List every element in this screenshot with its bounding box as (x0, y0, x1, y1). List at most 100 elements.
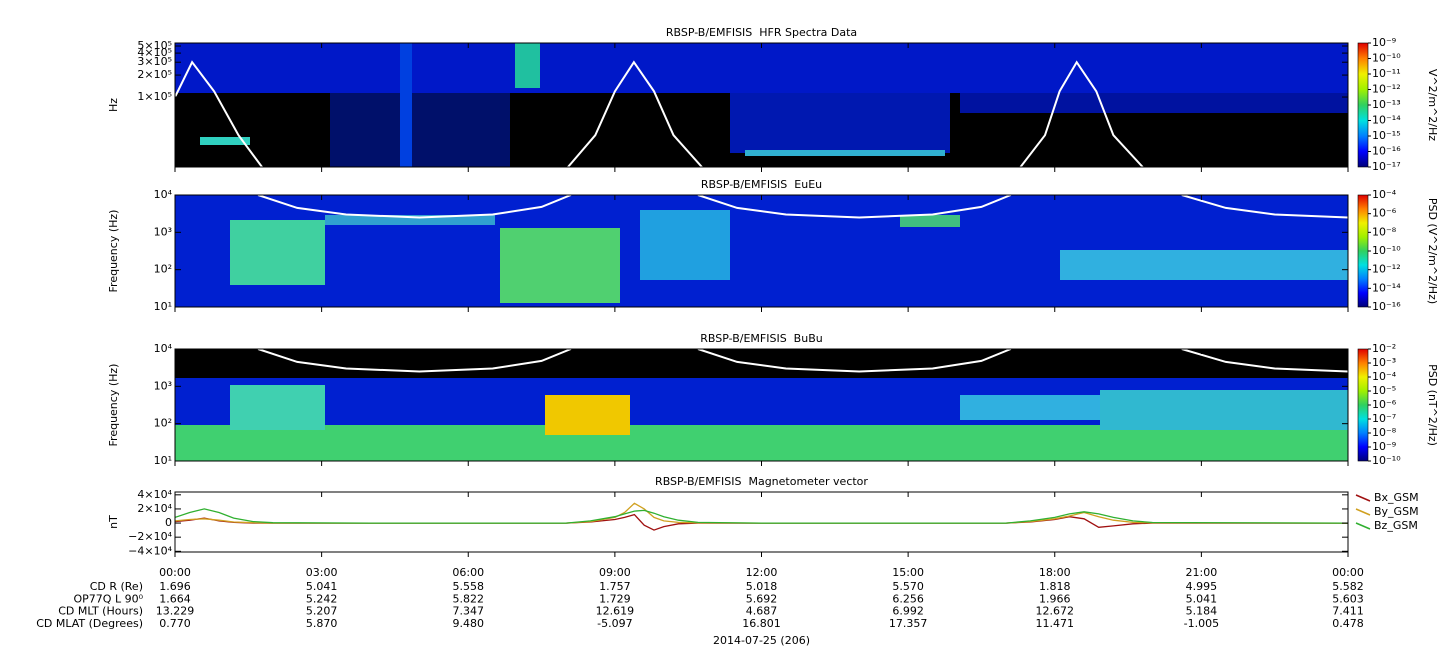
colorbar-tick-label: 10⁻¹² (1372, 83, 1401, 96)
y-tick-label: −4×10⁴ (128, 544, 172, 557)
x-tick-label: 12:00 (746, 566, 778, 579)
ephemeris-value: 1.966 (1039, 592, 1071, 605)
colorbar-tick-label: 10⁻¹⁰ (1372, 454, 1401, 467)
y-axis-label: nT (107, 515, 120, 529)
ephemeris-value: 9.480 (453, 617, 485, 630)
colorbar-tick-label: 10⁻¹⁶ (1372, 145, 1401, 158)
y-tick-label: −2×10⁴ (128, 530, 172, 543)
legend-label: Bz_GSM (1374, 519, 1418, 532)
ephemeris-value: 0.770 (159, 617, 191, 630)
colorbar-tick-label: 10⁻² (1372, 342, 1396, 355)
y-tick-label: 10² (154, 263, 172, 276)
ephemeris-value: 5.582 (1332, 580, 1364, 593)
y-tick-label: 2×10⁵ (137, 68, 172, 81)
y-tick-label: 10¹ (154, 300, 172, 313)
x-tick-label: 21:00 (1186, 566, 1218, 579)
y-axis-label: Frequency (Hz) (107, 364, 120, 447)
colorbar-title: PSD (V^2/m^2/Hz) (1426, 198, 1439, 304)
colorbar (1357, 348, 1369, 462)
colorbar-tick-label: 10⁻¹⁰ (1372, 52, 1401, 65)
legend-label: Bx_GSM (1374, 491, 1419, 504)
ephemeris-value: 1.729 (599, 592, 631, 605)
ephemeris-value: 12.619 (596, 605, 635, 618)
chart-title: RBSP-B/EMFISIS Magnetometer vector (655, 475, 868, 488)
ephemeris-value: 1.757 (599, 580, 631, 593)
ephemeris-value: 4.687 (746, 605, 778, 618)
ephemeris-value: 16.801 (742, 617, 781, 630)
ephemeris-value: 5.570 (892, 580, 924, 593)
ephemeris-value: 5.603 (1332, 592, 1364, 605)
colorbar-tick-label: 10⁻⁵ (1372, 384, 1396, 397)
y-axis-label: Frequency (Hz) (107, 210, 120, 293)
ephemeris-value: 5.041 (306, 580, 338, 593)
colorbar-tick-label: 10⁻¹⁴ (1372, 114, 1401, 127)
colorbar-tick-label: 10⁻¹¹ (1372, 67, 1401, 80)
ephemeris-value: 5.822 (453, 592, 485, 605)
spectrogram-image (175, 195, 1348, 307)
colorbar-tick-label: 10⁻¹⁷ (1372, 160, 1401, 173)
ephemeris-value: 5.870 (306, 617, 338, 630)
colorbar-tick-label: 10⁻¹⁶ (1372, 300, 1401, 313)
colorbar-tick-label: 10⁻⁸ (1372, 426, 1397, 439)
legend-label: By_GSM (1374, 505, 1419, 518)
ephemeris-value: 5.242 (306, 592, 338, 605)
colorbar-tick-label: 10⁻¹⁰ (1372, 244, 1401, 257)
y-tick-label: 10¹ (154, 454, 172, 467)
colorbar-title: PSD (nT^2/Hz) (1426, 364, 1439, 446)
ephemeris-value: -5.097 (597, 617, 632, 630)
ephemeris-value: 17.357 (889, 617, 928, 630)
ephemeris-label: CD R (Re) (90, 580, 143, 593)
colorbar-tick-label: 10⁻¹⁴ (1372, 281, 1401, 294)
spectrogram-image (175, 43, 1348, 167)
x-tick-label: 06:00 (452, 566, 484, 579)
series-line (175, 508, 1348, 524)
x-tick-label: 03:00 (306, 566, 338, 579)
y-tick-label: 4×10⁴ (137, 488, 172, 501)
y-tick-label: 10⁴ (154, 188, 173, 201)
series-line (175, 60, 1144, 167)
ephemeris-value: 11.471 (1036, 617, 1075, 630)
x-tick-label: 00:00 (1332, 566, 1364, 579)
legend-swatch (1355, 508, 1371, 516)
x-tick-label: 09:00 (599, 566, 631, 579)
y-tick-label: 4×10⁵ (137, 46, 172, 59)
ephemeris-value: 0.478 (1332, 617, 1364, 630)
colorbar-title: V^2/m^2/Hz (1426, 69, 1439, 141)
y-axis-label: Hz (107, 98, 120, 112)
y-tick-label: 2×10⁴ (137, 502, 172, 515)
series-line (257, 349, 1348, 373)
ephemeris-value: 4.995 (1186, 580, 1218, 593)
ephemeris-label: OP77Q L 90⁰ (74, 592, 144, 605)
chart-title: RBSP-B/EMFISIS HFR Spectra Data (666, 26, 857, 39)
date-label: 2014-07-25 (206) (713, 634, 810, 647)
y-tick-label: 10³ (154, 225, 172, 238)
y-tick-label: 0 (165, 516, 172, 529)
colorbar-tick-label: 10⁻¹⁵ (1372, 129, 1401, 142)
ephemeris-value: 5.018 (746, 580, 778, 593)
x-tick-label: 00:00 (159, 566, 191, 579)
colorbar (1357, 42, 1369, 168)
ephemeris-value: 5.207 (306, 605, 338, 618)
colorbar-tick-label: 10⁻⁷ (1372, 412, 1396, 425)
y-tick-label: 10² (154, 417, 172, 430)
x-tick-label: 15:00 (892, 566, 924, 579)
colorbar-tick-label: 10⁻⁸ (1372, 225, 1397, 238)
y-tick-label: 1×10⁵ (137, 90, 172, 103)
ephemeris-value: 5.041 (1186, 592, 1218, 605)
ephemeris-label: CD MLAT (Degrees) (36, 617, 143, 630)
ephemeris-value: 1.818 (1039, 580, 1071, 593)
legend-swatch (1355, 494, 1371, 502)
y-tick-label: 5×10⁵ (137, 39, 172, 52)
colorbar-tick-label: 10⁻⁴ (1372, 370, 1397, 383)
ephemeris-value: 1.696 (159, 580, 191, 593)
ephemeris-value: 12.672 (1036, 605, 1075, 618)
ephemeris-value: 5.184 (1186, 605, 1218, 618)
ephemeris-value: -1.005 (1184, 617, 1219, 630)
colorbar-tick-label: 10⁻⁶ (1372, 398, 1397, 411)
colorbar-tick-label: 10⁻¹³ (1372, 98, 1401, 111)
ephemeris-value: 6.992 (892, 605, 924, 618)
ephemeris-value: 1.664 (159, 592, 191, 605)
ephemeris-label: CD MLT (Hours) (58, 605, 143, 618)
ephemeris-value: 13.229 (156, 605, 195, 618)
